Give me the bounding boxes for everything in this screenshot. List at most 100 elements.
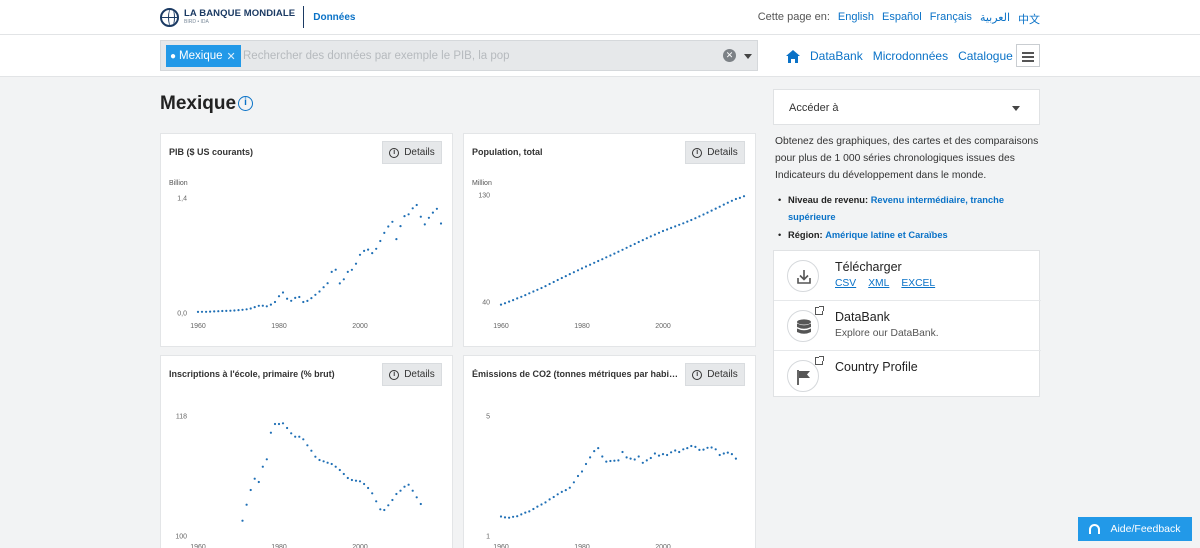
region-link[interactable]: Amérique latine et Caraïbes — [825, 230, 948, 240]
data-point — [375, 500, 378, 503]
data-point — [633, 458, 636, 461]
data-point — [580, 470, 584, 473]
download-csv-link[interactable]: CSV — [835, 278, 857, 289]
download-links: CSV XML EXCEL — [835, 278, 935, 289]
data-point — [670, 226, 673, 229]
data-point — [548, 282, 551, 286]
lang-francais[interactable]: Français — [929, 11, 972, 23]
data-point — [621, 248, 624, 251]
data-point — [666, 228, 669, 231]
logo-divider — [303, 6, 305, 28]
data-point — [508, 516, 511, 519]
data-point — [629, 457, 632, 460]
lang-chinese[interactable]: 中文 — [1018, 14, 1040, 26]
menu-hamburger-icon[interactable] — [1016, 44, 1040, 67]
data-point — [520, 295, 523, 298]
data-point — [528, 292, 531, 295]
feedback-button[interactable]: Aide/Feedback — [1078, 517, 1192, 541]
nav-databank[interactable]: DataBank — [810, 49, 863, 63]
search-input[interactable] — [243, 47, 713, 65]
data-point — [245, 308, 248, 311]
data-point — [556, 278, 559, 282]
details-button[interactable]: i Details — [685, 363, 745, 386]
data-point — [367, 486, 370, 490]
data-point — [544, 501, 547, 504]
data-point — [641, 461, 644, 464]
data-point — [576, 269, 580, 272]
data-point — [269, 303, 272, 306]
data-point — [657, 454, 661, 457]
lang-english[interactable]: English — [837, 11, 874, 23]
data-point — [568, 486, 571, 489]
data-point — [645, 459, 648, 462]
lang-arabic[interactable]: العربية — [979, 12, 1010, 24]
data-point — [568, 273, 571, 276]
data-point — [560, 490, 563, 493]
details-button[interactable]: i Details — [685, 141, 745, 164]
data-point — [342, 278, 345, 281]
data-point — [249, 488, 252, 492]
data-point — [690, 444, 693, 448]
data-point — [318, 290, 321, 293]
data-point — [314, 455, 317, 458]
data-point — [387, 225, 390, 228]
world-bank-logo[interactable]: LA BANQUE MONDIALE BIRD • IDA Données — [160, 6, 355, 28]
data-point — [670, 451, 673, 454]
data-point — [334, 465, 337, 468]
data-point — [584, 462, 588, 466]
data-point — [722, 203, 725, 206]
y-tick-label: 40 — [482, 300, 490, 307]
data-point — [383, 508, 386, 512]
download-xml-link[interactable]: XML — [868, 278, 890, 289]
y-tick-label: 100 — [175, 534, 187, 541]
data-point — [629, 244, 632, 247]
data-point — [431, 211, 434, 214]
search-dropdown-icon[interactable] — [744, 54, 752, 59]
home-icon[interactable] — [786, 49, 800, 63]
x-tick-label: 1960 — [190, 544, 206, 548]
data-point — [330, 462, 333, 466]
data-point — [503, 516, 507, 519]
nav-catalogue[interactable]: Catalogue — [958, 49, 1013, 63]
search-box[interactable]: ● Mexique ✕ ✕ — [160, 40, 758, 71]
info-icon[interactable]: i — [238, 96, 253, 111]
databank-row[interactable]: DataBank Explore our DataBank. — [774, 301, 1041, 351]
data-point — [229, 309, 232, 312]
chip-remove-icon[interactable]: ✕ — [226, 50, 236, 63]
data-point — [322, 286, 325, 289]
data-point — [403, 485, 406, 488]
data-point — [338, 468, 341, 472]
details-label: Details — [404, 147, 435, 158]
details-button[interactable]: i Details — [382, 141, 442, 164]
data-point — [682, 222, 685, 225]
data-point — [399, 489, 402, 492]
data-point — [415, 496, 418, 499]
data-point — [209, 310, 212, 313]
y-tick-label: 118 — [176, 414, 187, 421]
lang-espanol[interactable]: Español — [881, 11, 922, 23]
data-section-link[interactable]: Données — [313, 11, 356, 23]
download-excel-link[interactable]: EXCEL — [901, 278, 936, 289]
data-point — [435, 207, 438, 210]
clear-search-icon[interactable]: ✕ — [723, 49, 736, 62]
data-point — [298, 435, 301, 438]
nav-microdonnees[interactable]: Microdonnées — [872, 49, 949, 63]
country-profile-row[interactable]: Country Profile — [774, 351, 1041, 401]
data-point — [540, 503, 543, 506]
acceder-dropdown[interactable]: Accéder à — [773, 89, 1040, 125]
data-point — [714, 207, 717, 210]
income-link[interactable]: Revenu intermédiaire, tranche supérieure — [788, 195, 1004, 222]
details-button[interactable]: i Details — [382, 363, 442, 386]
language-switcher: Cette page en: English Español Français … — [758, 11, 1040, 27]
chevron-down-icon — [1012, 106, 1020, 111]
data-point — [338, 282, 341, 285]
data-point — [532, 290, 535, 293]
x-tick-label: 2000 — [655, 323, 671, 330]
country-chip[interactable]: ● Mexique ✕ — [166, 45, 241, 67]
data-point — [552, 280, 555, 284]
data-point — [298, 295, 301, 299]
data-point — [512, 515, 515, 518]
data-point — [419, 502, 422, 506]
data-point — [544, 285, 547, 288]
